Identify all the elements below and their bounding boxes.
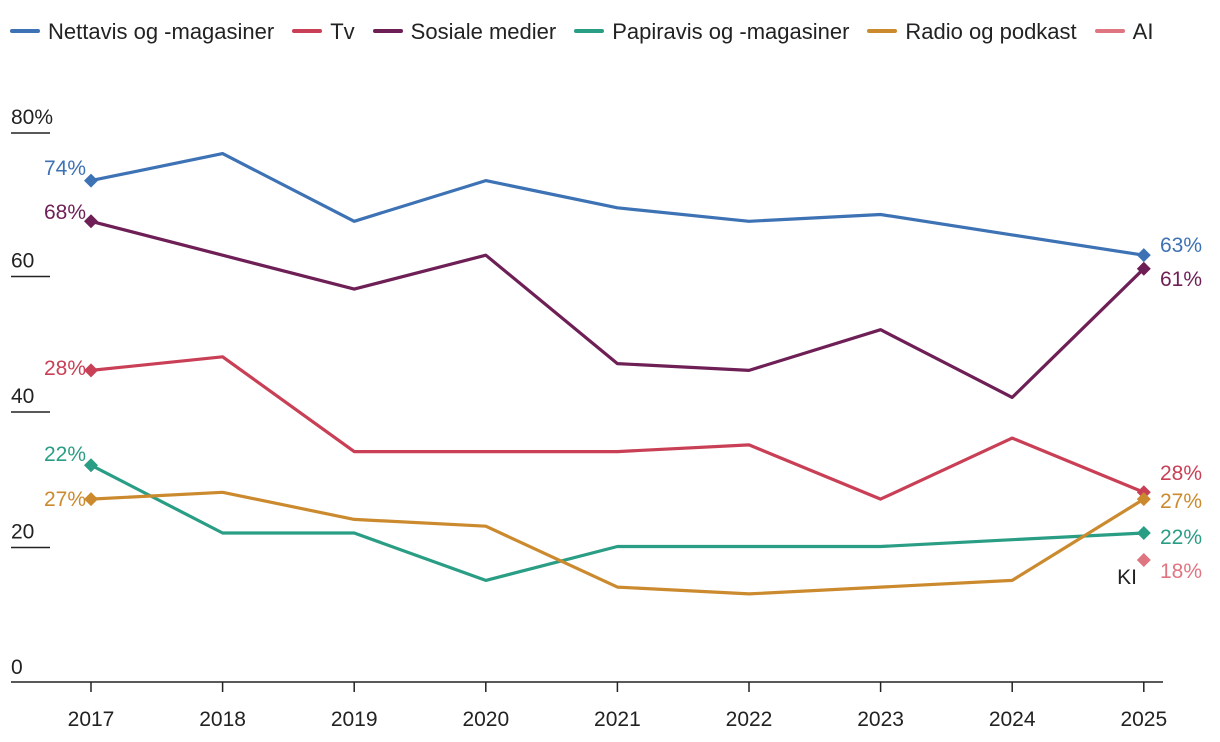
legend-label: Papiravis og -magasiner <box>612 19 850 44</box>
start-value-label: 68% <box>44 201 86 224</box>
legend-item: Nettavis og -magasiner <box>10 12 274 52</box>
start-value-label: 27% <box>44 488 86 511</box>
legend-swatch <box>292 29 323 34</box>
legend-label: Nettavis og -magasiner <box>48 19 275 44</box>
end-value-label: 27% <box>1160 490 1202 513</box>
legend-label: Radio og podkast <box>905 19 1077 44</box>
legend-item: Tv <box>292 12 355 52</box>
series-marker <box>1136 492 1151 507</box>
series-marker <box>1136 261 1151 276</box>
legend-item: Papiravis og -magasiner <box>574 12 849 52</box>
start-value-label: 28% <box>44 357 86 380</box>
legend-label: Sosiale medier <box>410 19 557 44</box>
legend-item: Sosiale medier <box>372 12 557 52</box>
legend-swatch <box>1094 29 1125 34</box>
legend-item: Radio og podkast <box>867 12 1077 52</box>
annotation-label: KI <box>1117 566 1137 589</box>
end-value-label: 18% <box>1160 560 1202 583</box>
label-layer: 74% 63% 28% 28% 68% 61% 22% 22% 27% 27% 18% KI <box>44 157 1202 589</box>
y-tick-label: 40 <box>11 385 34 408</box>
series-layer <box>84 152 1151 596</box>
series-line <box>89 355 1146 501</box>
end-value-label: 61% <box>1160 268 1202 291</box>
legend-swatch <box>10 29 40 34</box>
x-tick-label: 2020 <box>462 708 509 731</box>
legend-swatch <box>372 29 403 34</box>
series-line <box>89 490 1146 596</box>
end-value-label: 22% <box>1160 526 1202 549</box>
x-tick-label: 2022 <box>726 708 773 731</box>
series-marker <box>1136 553 1151 568</box>
series-marker <box>84 363 98 378</box>
y-tick-label: 0 <box>11 656 23 679</box>
x-axis: 2017 2018 2019 2020 2021 2022 2023 2024 2025 <box>11 681 1167 731</box>
y-tick-label: 20 <box>11 521 34 544</box>
legend-label: Tv <box>330 19 355 44</box>
series-marker <box>84 492 98 507</box>
series-line <box>89 219 1146 399</box>
series-line <box>89 463 1146 583</box>
legend-item: AI <box>1094 12 1154 52</box>
y-tick-label: 60 <box>11 250 34 273</box>
start-value-label: 74% <box>44 157 86 180</box>
x-tick-label: 2018 <box>199 708 246 731</box>
series-marker <box>84 214 98 229</box>
series-marker <box>84 458 98 473</box>
x-tick-label: 2025 <box>1120 708 1167 731</box>
start-value-label: 22% <box>44 443 86 466</box>
x-tick-label: 2017 <box>68 708 115 731</box>
series-marker <box>1136 525 1151 540</box>
legend-label: AI <box>1132 19 1154 44</box>
legend: Nettavis og -magasiner Tv Sosiale medier Pa… <box>10 12 1190 52</box>
legend-swatch <box>574 29 605 34</box>
series-line <box>89 152 1146 257</box>
end-value-label: 63% <box>1160 234 1202 257</box>
y-axis: 80% 60 40 20 0 <box>11 106 53 679</box>
end-value-label: 28% <box>1160 462 1202 485</box>
x-tick-label: 2023 <box>857 708 904 731</box>
x-tick-label: 2024 <box>989 708 1036 731</box>
series-marker <box>1136 248 1151 263</box>
x-tick-label: 2021 <box>594 708 641 731</box>
y-tick-label: 80% <box>11 106 53 129</box>
series-marker <box>84 173 98 188</box>
legend-swatch <box>867 29 898 34</box>
x-tick-label: 2019 <box>331 708 378 731</box>
